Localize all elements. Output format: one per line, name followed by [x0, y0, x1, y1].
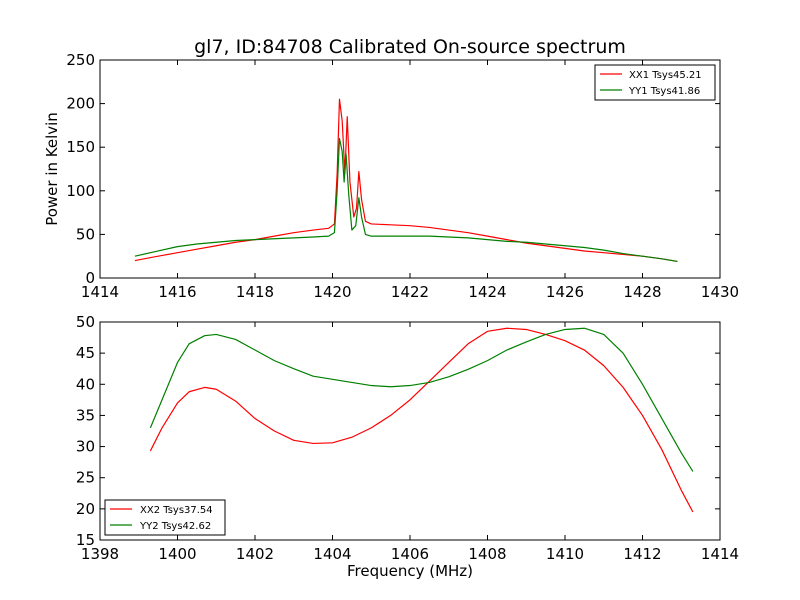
bottom-series-line-1	[149, 327, 694, 472]
bottom-x-tick-label-1: 1400	[158, 545, 196, 563]
top-legend: XX1 Tsys45.21 YY1 Tsys41.86	[594, 64, 716, 101]
top-y-axis-label: Power in Kelvin	[43, 112, 61, 226]
top-x-tick-label-1: 1416	[158, 283, 196, 301]
bottom-x-tick-label-6: 1410	[546, 545, 584, 563]
bottom-y-tick-label-0: 15	[76, 531, 95, 549]
top-series-line-0	[134, 98, 678, 263]
bottom-x-tick-label-4: 1406	[391, 545, 429, 563]
top-legend-box	[594, 64, 716, 101]
bottom-plot-ticks: 1398 1400 1402 1404 1406 1408 1410 1412 1414 15 20…	[76, 313, 739, 563]
bottom-plot-lines	[149, 327, 694, 513]
top-y-tick-label-3: 150	[66, 138, 95, 156]
bottom-y-tick-label-1: 20	[76, 500, 95, 518]
top-x-tick-label-2: 1418	[236, 283, 274, 301]
top-series-line-1	[134, 137, 678, 263]
top-x-tick-label-3: 1420	[313, 283, 351, 301]
legend-label-yy2: YY2 Tsys42.62	[139, 521, 211, 532]
legend-label-xx1: XX1 Tsys45.21	[629, 70, 702, 81]
top-y-tick-label-0: 0	[85, 269, 95, 287]
top-x-tick-label-4: 1422	[391, 283, 429, 301]
top-x-tick-label-6: 1426	[546, 283, 584, 301]
bottom-x-tick-label-2: 1402	[236, 545, 274, 563]
bottom-x-tick-label-5: 1408	[468, 545, 506, 563]
top-y-tick-label-1: 50	[76, 225, 95, 243]
bottom-y-tick-label-5: 40	[76, 375, 95, 393]
top-x-tick-label-5: 1424	[468, 283, 506, 301]
legend-label-xx2: XX2 Tsys37.54	[140, 505, 213, 516]
top-x-tick-label-7: 1428	[623, 283, 661, 301]
top-x-tick-label-0: 1414	[81, 283, 119, 301]
bottom-x-tick-label-0: 1398	[81, 545, 119, 563]
top-plot-ticks: 1414 1416 1418 1420 1422 1424 1426 1428 1430 0 50 1…	[66, 51, 739, 301]
bottom-y-tick-label-4: 35	[76, 406, 95, 424]
bottom-legend-box	[104, 499, 226, 536]
bottom-y-tick-label-2: 25	[76, 469, 95, 487]
bottom-x-tick-label-3: 1404	[313, 545, 351, 563]
top-y-tick-label-5: 250	[66, 51, 95, 69]
top-x-tick-label-8: 1430	[701, 283, 739, 301]
bottom-spectrum-plot: 1398 1400 1402 1404 1406 1408 1410 1412 1414 15 20…	[76, 313, 739, 580]
bottom-y-tick-label-7: 50	[76, 313, 95, 331]
top-y-tick-label-4: 200	[66, 95, 95, 113]
bottom-series-line-0	[149, 327, 694, 513]
bottom-y-tick-label-3: 30	[76, 438, 95, 456]
top-y-tick-label-2: 100	[66, 182, 95, 200]
top-plot-lines	[134, 98, 678, 263]
bottom-legend: XX2 Tsys37.54 YY2 Tsys42.62	[104, 499, 226, 536]
chart-title: gl7, ID:84708 Calibrated On-source spect…	[194, 36, 626, 58]
top-spectrum-plot: 1414 1416 1418 1420 1422 1424 1426 1428 1430 0 50 1…	[43, 51, 739, 301]
bottom-x-tick-label-7: 1412	[623, 545, 661, 563]
bottom-y-tick-label-6: 45	[76, 344, 95, 362]
bottom-x-tick-label-8: 1414	[701, 545, 739, 563]
x-axis-label: Frequency (MHz)	[347, 562, 473, 580]
legend-label-yy1: YY1 Tsys41.86	[628, 86, 700, 97]
